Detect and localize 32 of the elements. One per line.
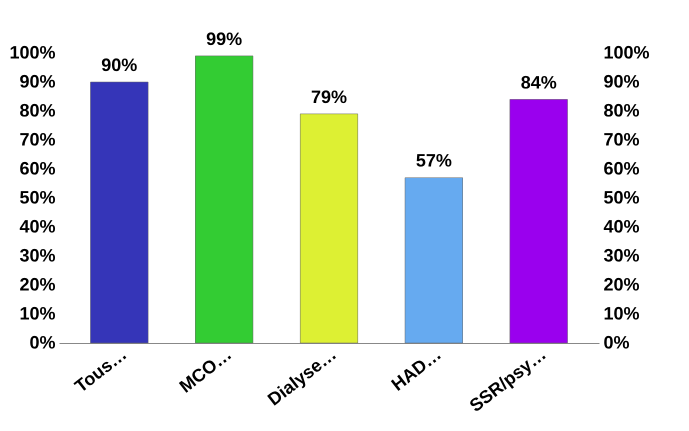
y2-tick-label: 20% xyxy=(604,274,640,294)
y2-tick-label: 50% xyxy=(604,188,640,208)
y2-tick-label: 90% xyxy=(604,72,640,92)
y2-tick-label: 60% xyxy=(604,158,640,178)
y-tick-label: 60% xyxy=(19,158,56,178)
y2-tick-label: 0% xyxy=(604,332,630,352)
y2-tick-label: 70% xyxy=(604,130,640,150)
data-label: 79% xyxy=(310,86,348,107)
y2-tick-label: 10% xyxy=(604,304,640,324)
y2-tick-label: 80% xyxy=(604,100,640,120)
y-tick-label: 40% xyxy=(19,216,56,236)
bar xyxy=(510,99,568,344)
y-tick-label: 10% xyxy=(19,304,56,324)
y-tick-label: 30% xyxy=(19,246,56,266)
data-label: 84% xyxy=(520,72,557,92)
y-tick-label: 50% xyxy=(19,188,56,208)
y-tick-label: 0% xyxy=(29,332,56,352)
y-tick-label: 70% xyxy=(19,130,56,150)
y-tick-label: 20% xyxy=(19,274,56,294)
bar xyxy=(195,56,254,344)
y-tick-label: 90% xyxy=(19,72,56,92)
data-label: 57% xyxy=(416,150,452,171)
bar xyxy=(300,114,358,344)
y2-tick-label: 100% xyxy=(604,42,650,62)
bar xyxy=(90,82,148,344)
y2-tick-label: 40% xyxy=(604,216,640,236)
y2-tick-label: 30% xyxy=(604,246,640,266)
data-label: 99% xyxy=(206,28,242,49)
data-label: 90% xyxy=(101,55,138,75)
y-tick-label: 100% xyxy=(9,42,56,62)
bar xyxy=(404,177,463,344)
y-tick-label: 80% xyxy=(19,100,56,120)
